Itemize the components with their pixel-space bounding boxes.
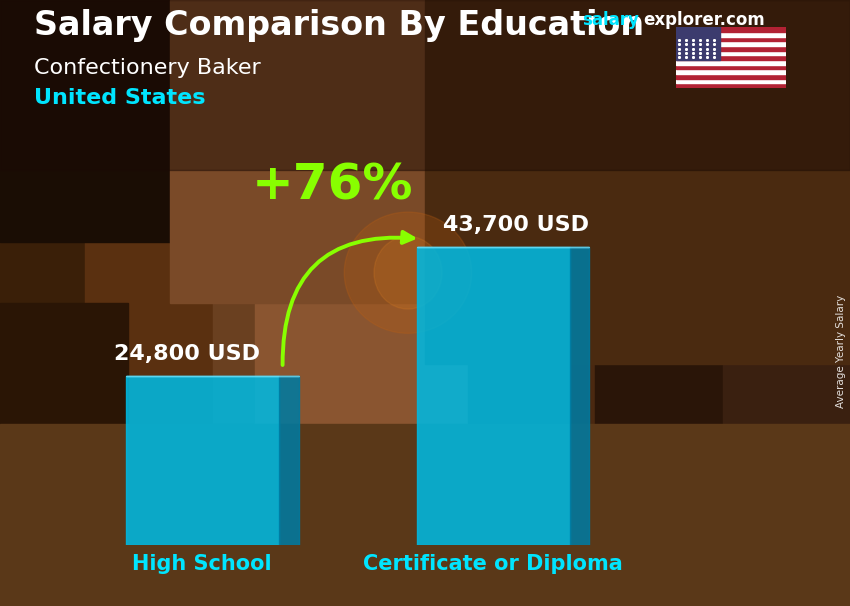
Bar — [676, 83, 786, 88]
Bar — [85, 121, 340, 485]
Text: explorer.com: explorer.com — [643, 11, 765, 29]
Bar — [676, 41, 786, 46]
Bar — [676, 36, 786, 41]
Polygon shape — [570, 247, 589, 545]
Bar — [676, 27, 720, 60]
Bar — [416, 247, 570, 545]
Polygon shape — [279, 376, 298, 545]
Bar — [170, 0, 680, 303]
Bar — [0, 0, 850, 170]
Bar — [676, 74, 786, 79]
Ellipse shape — [344, 212, 472, 333]
Text: +76%: +76% — [252, 161, 413, 210]
Bar — [468, 0, 850, 606]
Text: Salary Comparison By Education: Salary Comparison By Education — [34, 9, 644, 42]
Text: Confectionery Baker: Confectionery Baker — [34, 58, 261, 78]
Bar — [722, 0, 850, 606]
Bar — [126, 376, 279, 545]
Bar — [212, 121, 638, 606]
Text: High School: High School — [133, 554, 272, 574]
Bar — [676, 46, 786, 50]
Text: Certificate or Diploma: Certificate or Diploma — [363, 554, 623, 574]
Text: 24,800 USD: 24,800 USD — [114, 344, 260, 364]
Bar — [0, 303, 128, 606]
Bar — [0, 424, 850, 606]
Ellipse shape — [374, 236, 442, 309]
Text: 43,700 USD: 43,700 USD — [443, 215, 589, 235]
Bar — [425, 0, 850, 364]
Bar — [676, 50, 786, 55]
Bar — [676, 32, 786, 36]
Text: Average Yearly Salary: Average Yearly Salary — [836, 295, 846, 408]
Bar — [676, 69, 786, 74]
Bar — [255, 182, 595, 424]
Text: United States: United States — [34, 88, 206, 108]
Bar — [676, 55, 786, 60]
Bar — [676, 79, 786, 83]
Bar — [595, 0, 850, 606]
Bar — [676, 27, 786, 32]
Bar — [676, 65, 786, 69]
Text: salary: salary — [582, 11, 639, 29]
Bar — [676, 60, 786, 65]
Bar — [0, 0, 170, 242]
Bar — [0, 0, 298, 606]
